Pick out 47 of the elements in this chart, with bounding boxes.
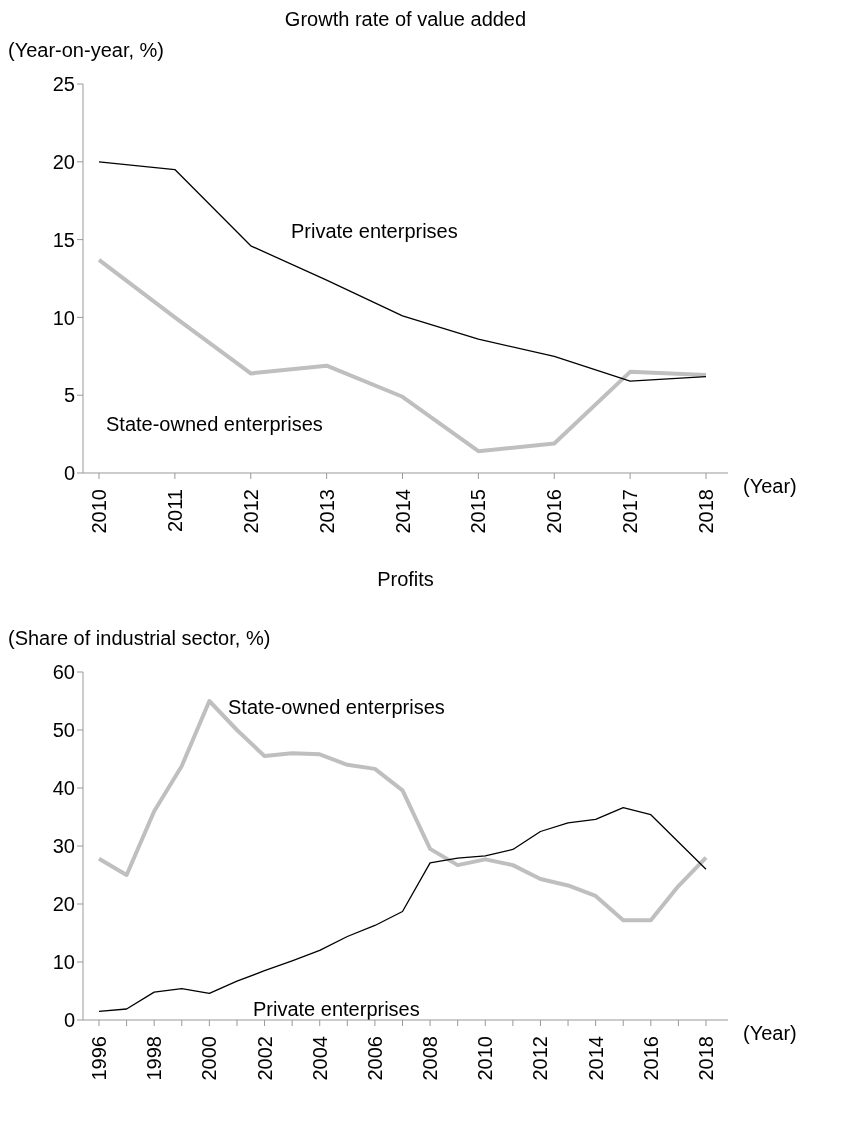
line-series [97,699,708,923]
x-tick-label: 1998 [143,1036,166,1081]
x-tick-label: 2018 [695,1036,717,1081]
y-tick-label: 20 [52,150,75,173]
x-tick-label: 2015 [467,489,490,534]
x-axis-title: (Year) [743,475,797,498]
x-tick-label: 2000 [198,1036,221,1081]
x-tick-label: 2014 [584,1036,607,1081]
y-tick-label: 5 [63,384,75,407]
y-tick-label: 40 [52,777,75,800]
x-tick-label: 2004 [308,1036,331,1081]
y-tick-label: 10 [52,951,75,974]
x-axis-title: (Year) [743,1022,797,1045]
series-label: Private enterprises [291,220,458,243]
x-tick-label: 2002 [253,1036,276,1081]
x-tick-label: 2010 [88,489,110,534]
y-axis-title: (Share of industrial sector, %) [8,627,271,650]
x-tick-label: 2014 [391,489,414,534]
series-label: Private enterprises [253,998,420,1021]
line-series [97,257,708,454]
y-tick-label: 30 [52,835,75,858]
x-tick-label: 2006 [363,1036,386,1081]
y-tick-label: 10 [52,306,75,329]
text: State-owned enterprises [106,413,323,436]
y-tick-label: 20 [52,893,75,916]
x-tick-label: 2013 [315,489,338,534]
x-tick-label: 2012 [239,489,262,534]
y-tick-label: 60 [52,661,75,684]
y-tick-label: 0 [63,462,75,485]
chart-title: Profits [376,568,435,591]
y-tick-label: 25 [52,73,75,96]
series-label: State-owned enterprises [228,696,445,719]
line-series [98,161,707,382]
x-tick-label: 2018 [695,489,717,534]
y-axis-title: (Year-on-year, %) [8,39,164,62]
y-tick-label: 15 [52,228,75,251]
chart-title: Growth rate of value added [283,8,528,31]
x-tick-label: 2012 [529,1036,552,1081]
x-tick-label: 2016 [639,1036,662,1081]
x-tick-label: 2017 [619,489,642,534]
y-tick-label: 50 [52,719,75,742]
y-tick-label: 0 [63,1009,75,1032]
x-tick-label: 2010 [474,1036,497,1081]
x-tick-label: 2016 [543,489,566,534]
x-tick-label: 2008 [419,1036,442,1081]
x-tick-label: 1996 [88,1036,110,1081]
x-tick-label: 2011 [163,489,186,533]
